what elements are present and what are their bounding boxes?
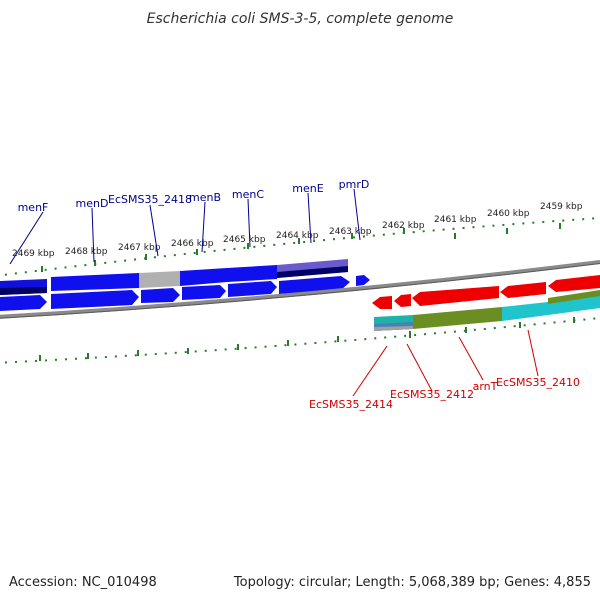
- label-leader: [458, 336, 484, 381]
- tick-labels: 2469 kbp 2468 kbp 2467 kbp 2466 kbp 2465…: [12, 202, 583, 259]
- gene-arrow: [228, 281, 277, 297]
- forward-feature-band: [0, 259, 348, 295]
- gene-label-ecsms35-2418: EcSMS35_2418: [108, 193, 192, 206]
- gene-block: [413, 307, 502, 329]
- map-title: Escherichia coli SMS-3-5, complete genom…: [147, 11, 454, 27]
- lower-major-ticks: [39, 317, 575, 361]
- gene-label-mene: menE: [292, 182, 323, 195]
- gene-block: [180, 268, 227, 286]
- reverse-gene-arrows: [372, 275, 600, 309]
- label-leader: [247, 198, 251, 248]
- gene-arrow: [51, 290, 139, 309]
- tick-label: 2464 kbp: [276, 231, 319, 241]
- gene-block: [548, 290, 600, 304]
- label-leader: [353, 188, 361, 241]
- gene-block: [502, 302, 548, 321]
- gene-label-menc: menC: [232, 188, 264, 201]
- gene-label-ecsms35-2410: EcSMS35_2410: [496, 376, 580, 389]
- label-leader: [307, 192, 312, 244]
- tick-label: 2460 kbp: [487, 209, 530, 219]
- gene-arrow: [394, 294, 411, 307]
- gene-block: [548, 294, 600, 315]
- reverse-gene-labels: EcSMS35_2414 EcSMS35_2412 arnT EcSMS35_2…: [309, 329, 580, 411]
- gene-block: [0, 287, 47, 295]
- forward-gene-labels: menF menD EcSMS35_2418 menB menC menE pm…: [9, 178, 370, 265]
- tick-label: 2469 kbp: [12, 249, 55, 259]
- gene-block: [139, 271, 180, 288]
- gene-block: [277, 266, 348, 278]
- gene-label-arnt: arnT: [473, 380, 498, 393]
- label-leader: [201, 201, 206, 253]
- label-leader: [352, 345, 388, 397]
- gene-block: [374, 326, 413, 331]
- lower-tick-track: [0, 317, 600, 364]
- label-leader: [149, 204, 159, 257]
- gene-label-pmrd: pmrD: [339, 178, 370, 191]
- label-leader: [9, 211, 44, 265]
- gene-label-mend: menD: [76, 197, 109, 210]
- label-leader: [406, 343, 433, 392]
- label-leader: [527, 329, 539, 377]
- gene-arrow: [372, 296, 392, 309]
- accession-text: Accession: NC_010498: [9, 575, 157, 590]
- tick-label: 2463 kbp: [329, 227, 372, 237]
- tick-label: 2466 kbp: [171, 239, 214, 249]
- gene-arrow: [548, 275, 600, 292]
- label-leader: [91, 207, 95, 263]
- gene-arrow: [412, 286, 499, 306]
- gene-arrow: [500, 282, 546, 298]
- genome-backbone: [0, 260, 600, 319]
- gene-label-ecsms35-2412: EcSMS35_2412: [390, 388, 474, 401]
- gene-block: [51, 273, 139, 291]
- gene-arrow: [141, 288, 180, 303]
- genome-summary-text: Topology: circular; Length: 5,068,389 bp…: [233, 575, 591, 590]
- gene-label-ecsms35-2414: EcSMS35_2414: [309, 398, 393, 411]
- gene-label-menf: menF: [18, 201, 49, 214]
- tick-label: 2468 kbp: [65, 247, 108, 257]
- tick-label: 2461 kbp: [434, 215, 477, 225]
- tick-label: 2467 kbp: [118, 243, 161, 253]
- reverse-feature-band: [374, 290, 600, 331]
- tick-label: 2462 kbp: [382, 221, 425, 231]
- gene-label-menb: menB: [189, 191, 221, 204]
- gene-arrow: [0, 295, 47, 311]
- tick-label: 2465 kbp: [223, 235, 266, 245]
- gene-block: [227, 265, 277, 282]
- gene-arrow: [182, 285, 226, 300]
- tick-label: 2459 kbp: [540, 202, 583, 212]
- upper-major-ticks: [41, 223, 561, 272]
- gene-arrow: [356, 275, 370, 286]
